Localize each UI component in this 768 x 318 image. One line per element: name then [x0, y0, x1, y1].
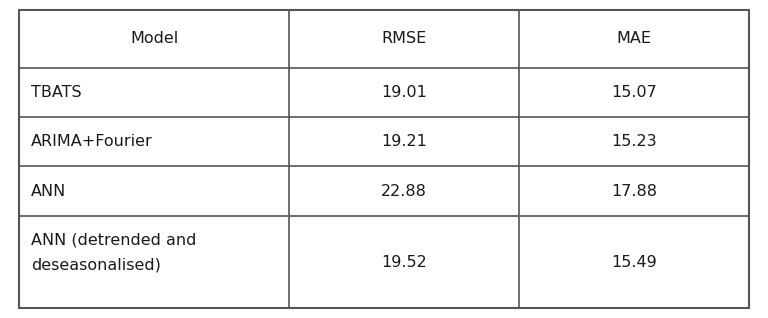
- Text: ANN (detrended and
deseasonalised): ANN (detrended and deseasonalised): [31, 232, 196, 272]
- Text: 15.49: 15.49: [611, 255, 657, 270]
- Text: ARIMA+Fourier: ARIMA+Fourier: [31, 134, 153, 149]
- Text: MAE: MAE: [617, 31, 651, 46]
- Text: 19.01: 19.01: [381, 85, 427, 100]
- Text: 19.52: 19.52: [381, 255, 427, 270]
- Text: 15.07: 15.07: [611, 85, 657, 100]
- Text: 17.88: 17.88: [611, 183, 657, 199]
- Text: 19.21: 19.21: [381, 134, 427, 149]
- Text: 22.88: 22.88: [381, 183, 427, 199]
- Text: TBATS: TBATS: [31, 85, 81, 100]
- Text: Model: Model: [130, 31, 178, 46]
- Text: RMSE: RMSE: [382, 31, 427, 46]
- Text: ANN: ANN: [31, 183, 66, 199]
- Text: 15.23: 15.23: [611, 134, 657, 149]
